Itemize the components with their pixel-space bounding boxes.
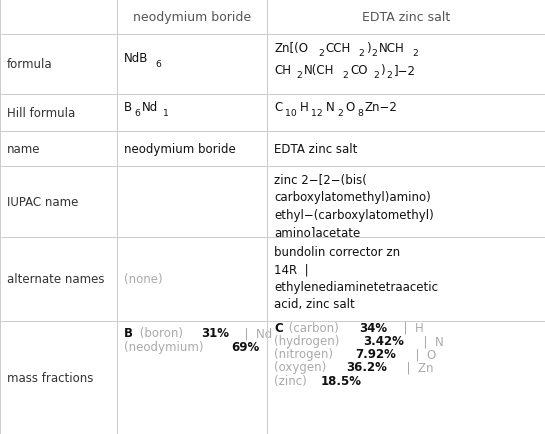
Text: ): ) (380, 64, 385, 77)
Bar (117, 238, 267, 321)
Text: neodymium boride: neodymium boride (133, 11, 251, 24)
Text: (neodymium): (neodymium) (124, 340, 208, 353)
Text: (nitrogen): (nitrogen) (274, 347, 337, 360)
Text: 2: 2 (296, 71, 302, 80)
Bar (267, 95, 545, 132)
Text: 2: 2 (372, 49, 378, 58)
Text: (hydrogen): (hydrogen) (274, 334, 343, 347)
Bar (267, 321, 545, 434)
Text: name: name (7, 142, 40, 155)
Text: (carbon): (carbon) (286, 321, 343, 334)
Text: NdB: NdB (124, 52, 149, 65)
Text: N: N (326, 101, 335, 114)
Text: zinc 2−[2−(bis(
carboxylatomethyl)amino)
ethyl−(carboxylatomethyl)
amino]acetate: zinc 2−[2−(bis( carboxylatomethyl)amino)… (274, 173, 434, 239)
Text: (zinc): (zinc) (274, 374, 311, 387)
Text: 36.2%: 36.2% (346, 361, 387, 374)
Text: 12: 12 (311, 108, 323, 117)
Bar (0, 166, 117, 238)
Text: 69%: 69% (232, 340, 260, 353)
Text: Zn[(O: Zn[(O (274, 42, 308, 54)
Text: alternate names: alternate names (7, 273, 105, 286)
Text: neodymium boride: neodymium boride (124, 142, 236, 155)
Bar (117, 95, 267, 132)
Bar (0, 238, 117, 321)
Text: N(CH: N(CH (304, 64, 334, 77)
Text: C: C (274, 321, 283, 334)
Text: EDTA zinc salt: EDTA zinc salt (362, 11, 450, 24)
Text: |  N: | N (416, 334, 444, 347)
Text: formula: formula (7, 58, 53, 71)
Bar (267, 132, 545, 166)
Bar (117, 132, 267, 166)
Bar (267, 166, 545, 238)
Bar (117, 166, 267, 238)
Bar (0, 95, 117, 132)
Text: 7.92%: 7.92% (355, 347, 396, 360)
Text: CCH: CCH (325, 42, 351, 54)
Text: 8: 8 (357, 108, 363, 117)
Text: 2: 2 (343, 71, 349, 80)
Bar (0, 132, 117, 166)
Text: 2: 2 (386, 71, 392, 80)
Text: 2: 2 (413, 49, 419, 58)
Text: |  H: | H (396, 321, 423, 334)
Text: |  O: | O (408, 347, 436, 360)
Text: Hill formula: Hill formula (7, 107, 75, 120)
Bar (0, 35, 117, 95)
Text: Zn−2: Zn−2 (365, 101, 397, 114)
Text: 3.42%: 3.42% (364, 334, 404, 347)
Text: Nd: Nd (142, 101, 159, 114)
Text: B: B (124, 327, 133, 340)
Text: C: C (274, 101, 282, 114)
Text: ]−2: ]−2 (394, 64, 416, 77)
Text: 31%: 31% (201, 327, 229, 340)
Bar (117, 321, 267, 434)
Text: NCH: NCH (379, 42, 405, 54)
Text: |  Zn: | Zn (399, 361, 434, 374)
Text: 34%: 34% (360, 321, 387, 334)
Text: CH: CH (274, 64, 291, 77)
Bar (0, 0, 117, 35)
Bar (267, 238, 545, 321)
Text: EDTA zinc salt: EDTA zinc salt (274, 142, 358, 155)
Text: 18.5%: 18.5% (321, 374, 362, 387)
Text: 2: 2 (358, 49, 364, 58)
Text: mass fractions: mass fractions (7, 371, 93, 384)
Bar (117, 0, 267, 35)
Text: 6: 6 (135, 108, 141, 117)
Bar (267, 0, 545, 35)
Text: 2: 2 (318, 49, 324, 58)
Text: ): ) (366, 42, 370, 54)
Text: IUPAC name: IUPAC name (7, 195, 78, 208)
Text: O: O (345, 101, 354, 114)
Text: B: B (124, 101, 132, 114)
Text: bundolin corrector zn
14R  |
ethylenediaminetetraacetic
acid, zinc salt: bundolin corrector zn 14R | ethylenediam… (274, 245, 438, 311)
Bar (267, 35, 545, 95)
Text: (boron): (boron) (136, 327, 186, 340)
Text: 1: 1 (163, 108, 169, 117)
Text: H: H (300, 101, 308, 114)
Text: |  Nd: | Nd (238, 327, 272, 340)
Text: 6: 6 (156, 60, 161, 69)
Bar (117, 35, 267, 95)
Text: (none): (none) (124, 273, 163, 286)
Bar (0, 321, 117, 434)
Text: 2: 2 (373, 71, 379, 80)
Text: 10: 10 (284, 108, 296, 117)
Text: CO: CO (350, 64, 368, 77)
Text: (oxygen): (oxygen) (274, 361, 330, 374)
Text: 2: 2 (337, 108, 343, 117)
